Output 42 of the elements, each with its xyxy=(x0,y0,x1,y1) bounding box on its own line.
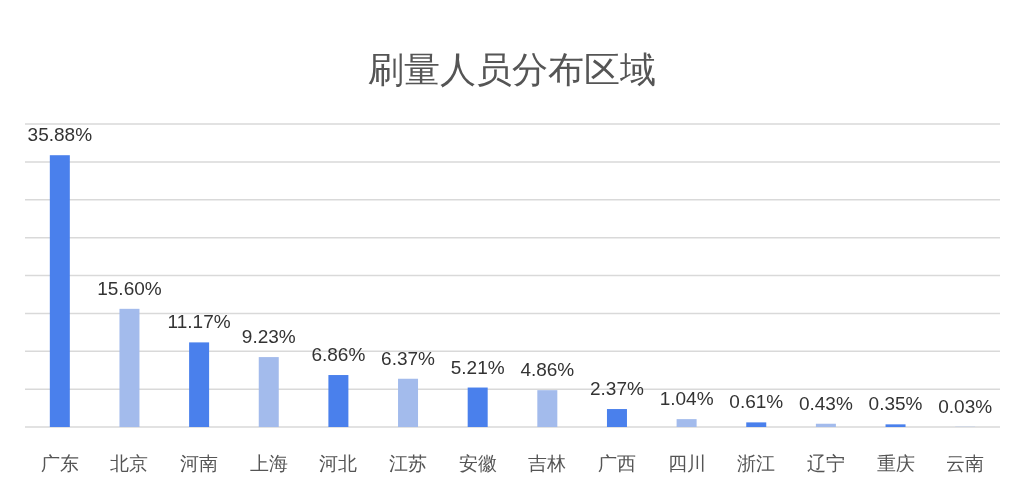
x-tick-label: 河南 xyxy=(180,453,219,474)
bar xyxy=(189,342,210,427)
bar xyxy=(467,387,488,427)
x-tick-label: 重庆 xyxy=(876,453,915,474)
data-label: 11.17% xyxy=(167,311,231,333)
chart-title: 刷量人员分布区域 xyxy=(368,49,656,90)
x-tick-label: 河北 xyxy=(319,453,358,474)
bar xyxy=(676,419,697,427)
x-tick-label: 上海 xyxy=(249,453,288,474)
data-label: 6.86% xyxy=(311,344,366,366)
bar xyxy=(537,390,558,427)
x-tick-label: 广东 xyxy=(40,453,79,474)
x-tick-label: 广西 xyxy=(597,453,636,474)
data-label: 4.86% xyxy=(520,359,575,381)
data-label: 1.04% xyxy=(659,388,714,410)
bar xyxy=(815,423,836,427)
data-label: 15.60% xyxy=(97,277,162,299)
data-label: 5.21% xyxy=(450,356,505,378)
data-label: 0.61% xyxy=(729,391,784,413)
x-tick-label: 云南 xyxy=(946,453,985,474)
x-tick-label: 吉林 xyxy=(528,453,567,474)
data-label: 9.23% xyxy=(241,326,296,348)
x-tick-label: 安徽 xyxy=(458,453,497,474)
data-label: 0.03% xyxy=(938,395,993,417)
data-label: 0.43% xyxy=(798,392,853,414)
data-label: 0.35% xyxy=(868,393,923,415)
bar xyxy=(746,422,767,427)
x-tick-label: 江苏 xyxy=(389,453,428,474)
bar xyxy=(49,155,70,427)
bar xyxy=(606,409,627,427)
data-label: 2.37% xyxy=(590,378,645,400)
x-tick-label: 四川 xyxy=(667,453,706,474)
bar xyxy=(119,308,140,427)
bar xyxy=(885,424,906,427)
x-tick-label: 北京 xyxy=(110,453,149,474)
bar xyxy=(258,357,279,427)
bar xyxy=(398,378,419,427)
bar xyxy=(328,375,349,427)
data-label: 6.37% xyxy=(381,347,436,369)
x-tick-label: 辽宁 xyxy=(806,453,845,474)
data-label: 35.88% xyxy=(27,124,93,146)
x-tick-label: 浙江 xyxy=(737,453,776,474)
